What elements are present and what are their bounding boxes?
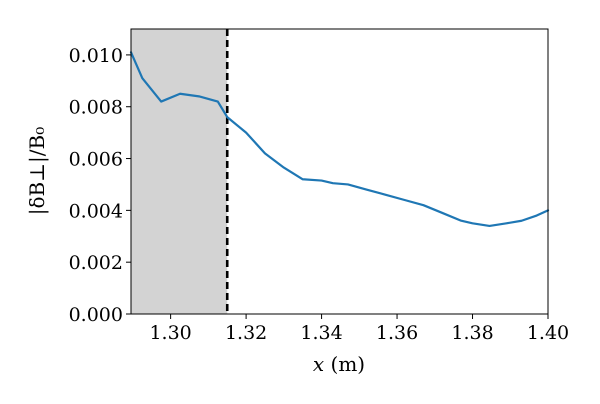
y-tick-label: 0.010 (69, 45, 123, 67)
y-axis-label: |δB⊥|/B₀ (25, 127, 50, 215)
y-tick-label: 0.000 (69, 304, 123, 326)
x-tick-label: 1.36 (376, 322, 418, 344)
x-tick-label: 1.30 (149, 322, 191, 344)
x-tick-label: 1.40 (527, 322, 569, 344)
y-tick-label: 0.008 (69, 97, 123, 119)
y-tick-label: 0.002 (69, 252, 123, 274)
x-tick-label: 1.32 (225, 322, 267, 344)
y-tick-label: 0.004 (69, 200, 123, 222)
y-tick-label: 0.006 (69, 149, 123, 171)
series-line-0 (129, 51, 550, 228)
x-tick-label: 1.38 (451, 322, 493, 344)
plot-frame (130, 28, 549, 315)
shaded-region (131, 29, 228, 314)
x-axis-label: x (m) (313, 352, 365, 376)
x-tick-label: 1.34 (300, 322, 342, 344)
